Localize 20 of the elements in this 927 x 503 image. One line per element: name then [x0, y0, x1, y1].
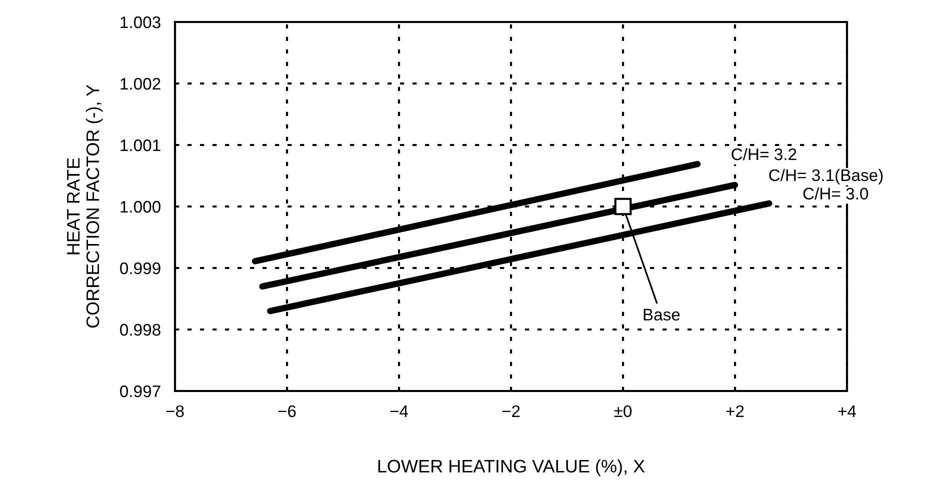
y-tick-label: 0.998 — [120, 324, 160, 336]
y-axis-title: HEAT RATE CORRECTION FACTOR (-), Y — [67, 84, 103, 328]
text: C/H= 3.0 — [803, 187, 868, 200]
x-tick-label: +4 — [838, 406, 856, 417]
x-tick-label: +2 — [726, 405, 744, 417]
x-tick-label: −6 — [278, 405, 296, 418]
x-tick-label: ±0 — [614, 405, 632, 418]
y-tick-label: 1.000 — [120, 200, 160, 213]
x-tick-label: −2 — [502, 405, 520, 417]
text: C/H= 3.2 — [732, 148, 796, 160]
x-axis-title: LOWER HEATING VALUE (%), X — [378, 459, 645, 476]
x-tick-label: −4 — [390, 406, 408, 417]
y-tick-label: 0.997 — [120, 385, 160, 398]
y-tick-label: 1.001 — [120, 139, 160, 152]
annotation: Base — [644, 308, 680, 321]
x-tick-label: −8 — [166, 405, 184, 418]
y-tick-label: 0.999 — [120, 262, 160, 274]
y-tick-label: 1.002 — [120, 78, 160, 90]
y-tick-label: 1.003 — [120, 16, 160, 28]
text: C/H= 3.1(Base) — [769, 168, 883, 184]
